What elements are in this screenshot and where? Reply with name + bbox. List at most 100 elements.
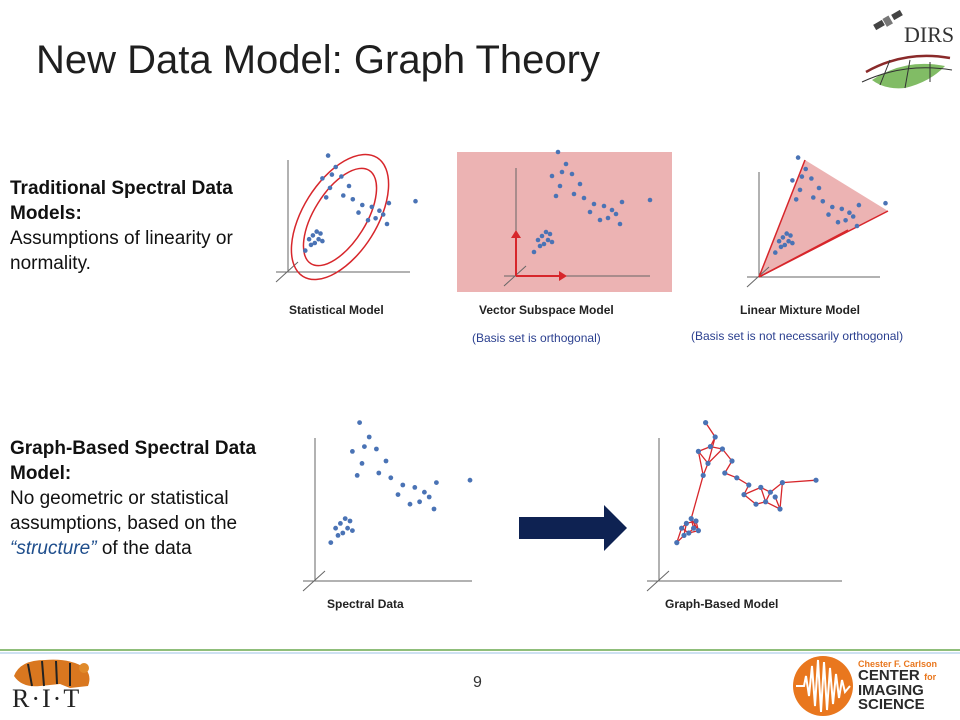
statistical-point-3: [320, 176, 325, 181]
mixture-point-14: [843, 218, 848, 223]
spectral-point-4: [359, 461, 365, 466]
graph-edge-24: [782, 479, 817, 484]
quote-close: ”: [90, 538, 97, 559]
spectral-point-18: [426, 494, 432, 500]
mixture-point-13: [847, 210, 852, 215]
mixture-point-18: [850, 214, 856, 219]
graph-model-body-pre: No geometric or statistical assumptions,…: [10, 488, 238, 534]
statistical-point-10: [360, 202, 365, 208]
vector-point-6: [577, 181, 583, 187]
mixture-point-0: [803, 166, 808, 172]
mixture-point-21: [776, 238, 782, 244]
mixture-endmember-vector-0: [758, 159, 806, 278]
statistical-point-21: [306, 236, 312, 242]
vector-point-27: [549, 239, 555, 245]
spectral-point-24: [347, 518, 353, 524]
graph-node-13: [767, 489, 774, 495]
rit-logo-text: R·I·T: [12, 684, 82, 713]
statistical-point-14: [373, 216, 378, 221]
graph-origin-tick: [646, 570, 670, 592]
statistical-point-4: [327, 185, 333, 191]
mixture-simplex: [759, 160, 888, 277]
statistical-point-16: [386, 200, 392, 206]
graph-edge-11: [697, 451, 704, 476]
vector-point-12: [601, 203, 607, 209]
mixture-point-28: [784, 231, 789, 236]
mixture-point-26: [773, 250, 778, 255]
vector-point-2: [559, 169, 565, 175]
vector-point-7: [571, 191, 577, 197]
vector-point-14: [605, 215, 611, 221]
spectral-point-15: [407, 501, 413, 507]
mixture-point-15: [835, 219, 841, 225]
vector-point-5: [569, 171, 575, 177]
graph-node-7: [722, 470, 728, 476]
statistical-point-0: [333, 164, 339, 170]
mixture-point-17: [854, 223, 860, 229]
page-title: New Data Model: Graph Theory: [36, 38, 600, 82]
mixture-point-6: [816, 185, 822, 191]
vector-basis-x-head: [559, 271, 567, 281]
spectral-point-7: [376, 470, 382, 476]
graph-node-20: [683, 520, 690, 527]
statistical-point-26: [303, 248, 308, 253]
vector-basis-y-head: [511, 230, 521, 238]
vector-point-15: [597, 217, 603, 223]
mixture-point-27: [790, 240, 795, 246]
statistical-point-1: [325, 153, 331, 158]
statistical-inner-ellipse: [302, 167, 378, 267]
graph-node-10: [746, 482, 752, 488]
mixture-point-16: [856, 202, 862, 208]
graph-node-27: [695, 528, 702, 534]
cis-line4: SCIENCE: [858, 696, 925, 713]
graph-edge-37: [690, 475, 704, 519]
mixture-point-24: [788, 233, 793, 238]
structure-emphasis: structure: [16, 538, 91, 559]
spectral-point-28: [342, 516, 348, 521]
statistical-point-20: [310, 233, 316, 238]
vector-point-0: [563, 161, 569, 167]
statistical-point-2: [329, 172, 335, 177]
spectral-point-10: [400, 482, 406, 488]
mixture-point-9: [793, 197, 799, 202]
vector-point-28: [543, 229, 549, 235]
spectral-point-8: [388, 475, 394, 481]
vector-point-19: [647, 197, 653, 203]
mixture-point-19: [883, 200, 888, 206]
spectral-point-26: [328, 540, 334, 545]
graph-node-22: [686, 530, 692, 536]
graph-node-11: [741, 492, 747, 498]
statistical-point-28: [314, 229, 320, 234]
graph-model-caption: Graph-Based Model: [665, 597, 779, 611]
statistical-point-13: [377, 208, 382, 213]
graph-node-3: [695, 448, 702, 454]
spectral-data-caption: Spectral Data: [327, 597, 404, 611]
spectral-point-21: [333, 525, 338, 531]
graph-node-15: [753, 501, 759, 507]
mixture-point-5: [809, 176, 814, 181]
mixture-point-25: [778, 244, 784, 250]
spectral-point-19: [467, 477, 473, 483]
statistical-point-22: [312, 240, 318, 246]
graph-node-9: [700, 472, 706, 478]
vector-point-1: [555, 149, 561, 155]
mixture-point-11: [826, 212, 831, 217]
statistical-outer-ellipse: [290, 153, 390, 281]
cis-logo-text: Chester F. Carlson CENTER for IMAGING SC…: [858, 659, 937, 712]
spectral-point-6: [383, 458, 389, 464]
statistical-point-25: [308, 242, 314, 248]
graph-node-17: [777, 506, 783, 512]
statistical-point-9: [323, 195, 329, 200]
vector-point-4: [557, 183, 563, 189]
graph-node-21: [679, 525, 685, 531]
graph-edge-23: [765, 501, 781, 510]
vector-point-3: [549, 173, 555, 179]
graph-model-heading: Graph-Based Spectral Data Model:: [10, 438, 257, 484]
vector-point-24: [547, 231, 553, 237]
statistical-point-27: [320, 238, 325, 244]
cis-center: CENTER: [858, 667, 920, 684]
vector-point-26: [531, 249, 537, 255]
graph-node-18: [772, 494, 778, 500]
vector-subspace-background: [457, 152, 672, 292]
